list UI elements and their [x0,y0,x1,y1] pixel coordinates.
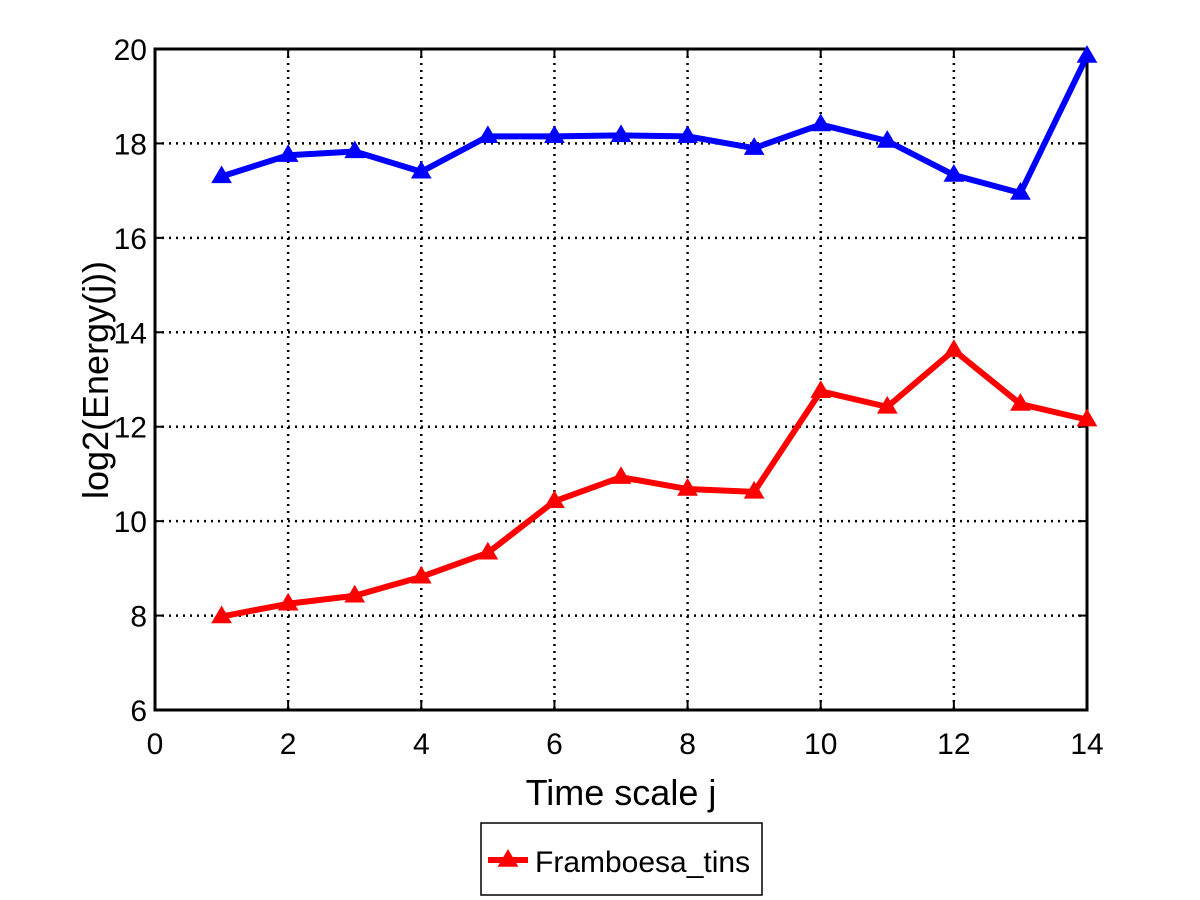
series-1 [211,45,1098,200]
y-tick-label: 16 [114,223,147,256]
data-point [544,125,565,144]
data-point [344,140,366,159]
y-tick-label: 8 [130,601,147,634]
data-point [477,125,499,144]
x-tick-label: 4 [413,728,430,761]
x-tick-label: 14 [1070,728,1103,761]
grid [155,49,1087,710]
data-point [544,490,565,509]
legend-marker [497,849,519,867]
data-point [943,164,965,182]
y-tick-label: 10 [114,506,147,539]
data-point [677,125,698,144]
x-tick-label: 2 [280,728,297,761]
y-tick-label: 20 [114,34,147,67]
data-point [277,144,299,162]
series-2 [211,339,1098,624]
series-line [221,347,1088,620]
x-axis: 0 2 4 6 8 10 12 14 [147,49,1104,761]
data-point [743,480,765,499]
data-point [1010,182,1031,200]
x-tick-label: 12 [937,728,970,761]
data-point [743,137,765,155]
x-tick-label: 0 [147,728,164,761]
data-point [610,124,632,143]
data-point [1010,393,1031,411]
legend: Framboesa_tins [480,822,763,896]
x-tick-label: 8 [679,728,696,761]
data-point [1076,45,1098,63]
series-line [220,54,1090,197]
data-point [410,160,432,179]
y-axis: 6 8 10 12 14 16 18 20 [114,34,1087,728]
data-point [677,478,698,496]
data-point [477,541,499,560]
y-tick-label: 6 [130,695,147,728]
x-tick-label: 6 [546,728,563,761]
data-point [211,605,232,624]
x-axis-title: Time scale j [526,772,717,813]
data-point [943,339,965,357]
data-point [410,565,432,584]
y-tick-label: 12 [114,412,147,445]
y-tick-label: 14 [114,317,147,350]
data-point [876,395,898,414]
data-point [876,130,898,148]
y-tick-label: 18 [114,128,147,161]
legend-label: Framboesa_tins [535,846,750,879]
data-point [810,380,832,399]
data-point [277,592,299,611]
data-point [810,113,832,132]
plot-frame [153,47,1089,712]
data-point [1076,408,1098,427]
y-axis-title: log2(Energy(j)) [75,261,116,499]
data-point [610,466,632,484]
data-point [211,165,232,184]
data-point [344,584,366,603]
x-tick-label: 10 [804,728,837,761]
series-layer [211,45,1098,624]
